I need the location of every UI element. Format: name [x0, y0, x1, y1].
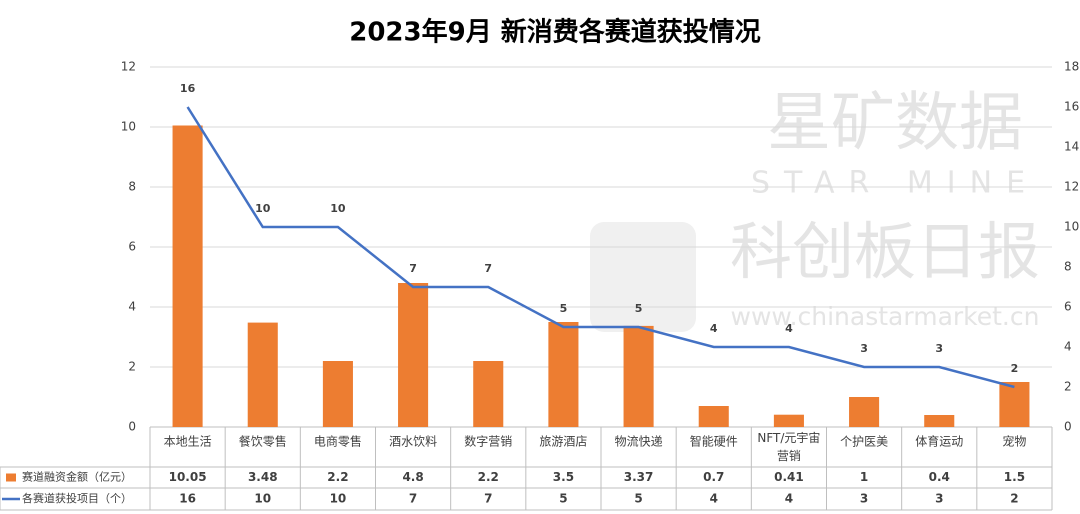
y2-tick-label: 10 [1064, 220, 1079, 234]
table-value: 3 [860, 492, 868, 506]
watermark: www.chinastarmarket.cn [731, 302, 1040, 331]
data-label: 5 [635, 302, 643, 315]
data-label: 4 [710, 322, 718, 335]
table-value: 16 [179, 492, 196, 506]
data-label: 7 [409, 262, 417, 275]
y-tick-label: 10 [121, 120, 136, 134]
y2-tick-label: 6 [1064, 300, 1072, 314]
data-label: 3 [860, 342, 868, 355]
x-tick-label: 智能硬件 [690, 434, 738, 449]
x-tick-label: 本地生活 [164, 435, 212, 449]
table-value: 2.2 [478, 470, 499, 484]
data-label: 16 [180, 82, 196, 95]
y2-tick-label: 2 [1064, 380, 1072, 394]
legend-swatch [6, 473, 16, 482]
table-value: 10 [330, 492, 347, 506]
bar [172, 125, 203, 427]
table-value: 3.48 [248, 470, 278, 484]
table-value: 4 [785, 492, 793, 506]
y2-tick-label: 4 [1064, 340, 1072, 354]
table-value: 7 [484, 492, 492, 506]
x-tick-label: 餐饮零售 [239, 434, 287, 449]
x-tick-label: NFT/元宇宙营销 [757, 430, 820, 463]
table-value: 0.7 [703, 470, 724, 484]
table-value: 3.5 [553, 470, 574, 484]
bar [773, 414, 804, 427]
legend-label: 各赛道获投项目（个） [22, 491, 132, 505]
table-value: 5 [559, 492, 567, 506]
table-value: 10 [254, 492, 271, 506]
y-tick-label: 12 [121, 60, 136, 74]
y-tick-label: 0 [128, 420, 136, 434]
y2-tick-label: 14 [1064, 140, 1079, 154]
data-label: 7 [484, 262, 492, 275]
y2-tick-label: 18 [1064, 60, 1079, 74]
bar [698, 406, 729, 427]
legend-label: 赛道融资金额（亿元） [22, 470, 132, 484]
table-value: 1 [860, 470, 868, 484]
watermark: 科创板日报 [730, 215, 1040, 288]
y2-tick-label: 8 [1064, 260, 1072, 274]
x-tick-label: 电商零售 [314, 434, 362, 449]
bar [398, 283, 429, 427]
x-tick-label: 旅游酒店 [539, 435, 587, 449]
bar [322, 361, 353, 427]
bar [623, 325, 654, 427]
y2-tick-label: 0 [1064, 420, 1072, 434]
table-value: 3.37 [624, 470, 654, 484]
x-tick-label: 个护医美 [840, 435, 888, 449]
table-value: 5 [634, 492, 642, 506]
line [186, 106, 1015, 389]
bar [548, 322, 579, 427]
bar [924, 415, 955, 427]
y-tick-label: 8 [128, 180, 136, 194]
bar [247, 322, 278, 427]
table-value: 2 [1010, 492, 1018, 506]
table-value: 3 [935, 492, 943, 506]
table-value: 4.8 [402, 470, 423, 484]
table-value: 0.4 [929, 470, 950, 484]
x-tick-label: 数字营销 [464, 434, 512, 449]
table-value: 4 [710, 492, 718, 506]
table-value: 1.5 [1004, 470, 1025, 484]
x-tick-label: 物流快递 [615, 435, 663, 449]
bar [473, 361, 504, 427]
table-value: 0.41 [774, 470, 804, 484]
x-tick-label: 酒水饮料 [389, 435, 437, 449]
data-label: 3 [935, 342, 943, 355]
x-tick-label: 宠物 [1002, 434, 1026, 449]
chart-title: 2023年9月 新消费各赛道获投情况 [349, 17, 761, 48]
watermark: 星矿数据 [767, 87, 1023, 161]
y-tick-label: 6 [128, 240, 136, 254]
y-tick-label: 2 [128, 360, 136, 374]
data-label: 5 [560, 302, 568, 315]
bar [999, 382, 1030, 427]
watermark: STAR MINE [751, 166, 1039, 201]
data-label: 4 [785, 322, 793, 335]
y2-tick-label: 16 [1064, 100, 1079, 114]
y2-tick-label: 12 [1064, 180, 1079, 194]
bar [849, 397, 880, 427]
table-value: 2.2 [327, 470, 348, 484]
table-value: 7 [409, 492, 417, 506]
x-tick-label: 体育运动 [915, 434, 963, 449]
table-value: 10.05 [169, 470, 207, 484]
y-tick-label: 4 [128, 300, 136, 314]
data-label: 10 [255, 202, 271, 215]
watermark-logo [590, 222, 696, 332]
data-label: 10 [330, 202, 346, 215]
data-label: 2 [1011, 362, 1019, 375]
